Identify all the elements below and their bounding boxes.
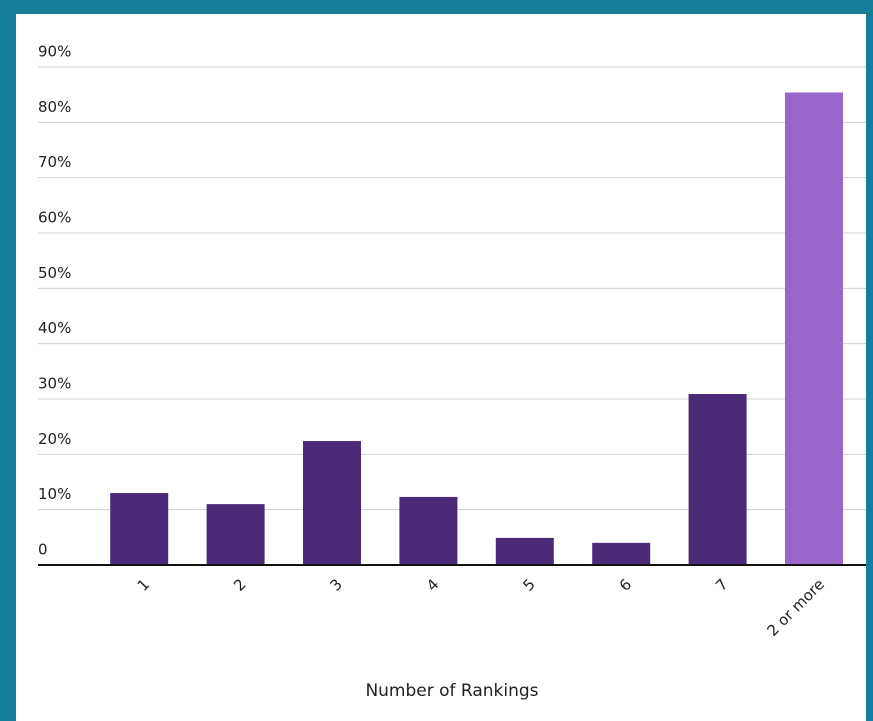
bar (785, 92, 843, 565)
bar (688, 394, 747, 565)
bar (399, 496, 458, 565)
x-axis-title: Number of Rankings (365, 681, 538, 701)
bar (110, 493, 169, 565)
y-tick-label: 40% (38, 319, 71, 337)
bar (303, 441, 361, 565)
y-tick-label: 90% (38, 43, 71, 61)
bar (592, 542, 651, 565)
bar (206, 504, 265, 565)
y-tick-label: 10% (38, 485, 71, 503)
y-tick-label: 20% (38, 430, 71, 448)
y-tick-label: 60% (38, 209, 71, 227)
panel (16, 14, 866, 721)
y-tick-label: 30% (38, 375, 71, 393)
y-tick-label: 70% (38, 153, 71, 171)
y-tick-label: 0 (38, 541, 48, 559)
y-tick-label: 80% (38, 98, 71, 116)
bar (495, 537, 554, 565)
y-tick-label: 50% (38, 264, 71, 282)
